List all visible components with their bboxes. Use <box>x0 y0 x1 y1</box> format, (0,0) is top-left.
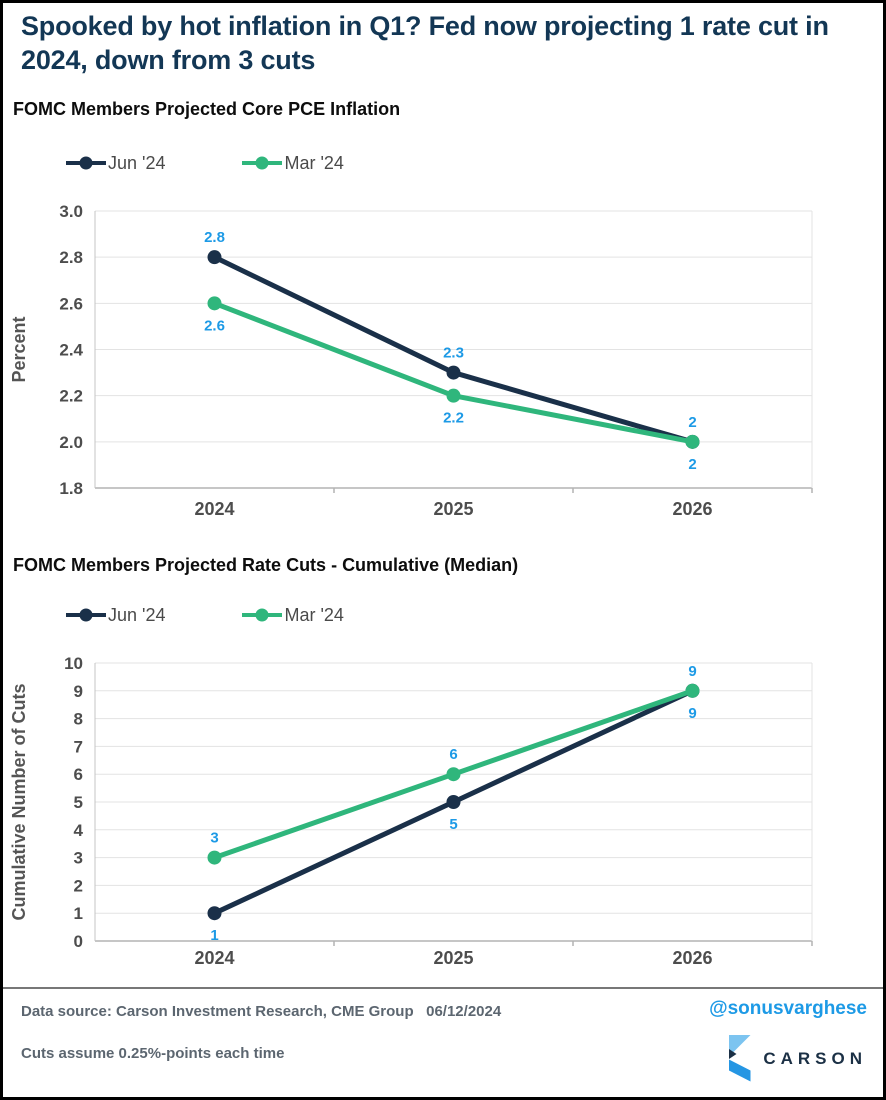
svg-text:2.4: 2.4 <box>59 341 83 360</box>
svg-text:1: 1 <box>74 904 83 923</box>
svg-text:2024: 2024 <box>194 948 234 968</box>
carson-brand: CARSON <box>728 1035 867 1082</box>
svg-text:0: 0 <box>74 932 83 951</box>
svg-text:2.8: 2.8 <box>204 229 225 246</box>
svg-text:8: 8 <box>74 710 83 729</box>
footer-divider <box>3 987 883 989</box>
svg-text:7: 7 <box>74 737 83 756</box>
svg-text:2024: 2024 <box>194 499 234 519</box>
legend-item: Mar '24 <box>241 604 344 626</box>
twitter-handle: @sonusvarghese <box>709 998 867 1019</box>
svg-text:5: 5 <box>74 793 83 812</box>
svg-text:3.0: 3.0 <box>59 202 83 221</box>
svg-text:3: 3 <box>74 849 83 868</box>
carson-wordmark: CARSON <box>763 1048 867 1068</box>
svg-text:2026: 2026 <box>672 499 712 519</box>
svg-text:2.6: 2.6 <box>59 294 83 313</box>
svg-text:2.3: 2.3 <box>443 345 464 362</box>
svg-text:6: 6 <box>74 765 83 784</box>
svg-text:2: 2 <box>688 414 696 431</box>
legend-marker-icon <box>242 156 283 170</box>
svg-text:4: 4 <box>74 821 84 840</box>
data-source-text: Data source: Carson Investment Research,… <box>21 1003 502 1020</box>
svg-text:9: 9 <box>688 663 696 680</box>
chart1-legend: Jun '24 Mar '24 <box>65 149 344 177</box>
chart2-title: FOMC Members Projected Rate Cuts - Cumul… <box>13 555 519 575</box>
legend-label: Jun '24 <box>108 604 166 625</box>
svg-text:1: 1 <box>210 927 218 944</box>
svg-text:2.2: 2.2 <box>443 410 464 427</box>
svg-text:2.8: 2.8 <box>59 248 83 267</box>
legend-marker-icon <box>242 608 283 622</box>
svg-text:9: 9 <box>74 682 83 701</box>
svg-text:3: 3 <box>210 830 218 847</box>
svg-text:2: 2 <box>74 876 83 895</box>
chart2-legend: Jun '24 Mar '24 <box>65 601 344 629</box>
page-title: Spooked by hot inflation in Q1? Fed now … <box>21 11 829 75</box>
svg-text:10: 10 <box>64 654 83 673</box>
svg-text:1.8: 1.8 <box>59 479 83 498</box>
svg-text:2.0: 2.0 <box>59 433 83 452</box>
svg-text:2025: 2025 <box>433 499 473 519</box>
chart2-plot: 0 1 2 3 4 5 6 7 8 9 10 2024 2025 2026 Cumulative Numbe… <box>9 654 813 968</box>
footnote-text: Cuts assume 0.25%-points each time <box>21 1045 285 1062</box>
chart1-title: FOMC Members Projected Core PCE Inflatio… <box>13 99 401 119</box>
carson-logo-icon <box>729 1035 751 1082</box>
svg-text:5: 5 <box>449 816 457 833</box>
svg-text:2.6: 2.6 <box>204 317 225 334</box>
svg-text:Cumulative Number of Cuts: Cumulative Number of Cuts <box>9 683 29 920</box>
legend-marker-icon <box>66 608 106 622</box>
legend-label: Mar '24 <box>284 604 344 625</box>
legend-marker-icon <box>66 156 106 170</box>
svg-text:Percent: Percent <box>9 316 29 382</box>
svg-text:2025: 2025 <box>433 948 473 968</box>
legend-item: Jun '24 <box>65 153 165 174</box>
svg-text:6: 6 <box>449 746 457 763</box>
legend-label: Mar '24 <box>284 152 344 173</box>
svg-text:9: 9 <box>688 705 696 722</box>
chart1-plot: 1.8 2.0 2.2 2.4 2.6 2.8 3.0 2024 2025 2026 Percent… <box>9 202 813 519</box>
svg-text:2: 2 <box>688 456 696 473</box>
legend-label: Jun '24 <box>108 152 166 173</box>
svg-text:2.2: 2.2 <box>59 387 83 406</box>
svg-text:2026: 2026 <box>672 948 712 968</box>
legend-item: Mar '24 <box>241 152 344 174</box>
legend-item: Jun '24 <box>65 605 165 626</box>
